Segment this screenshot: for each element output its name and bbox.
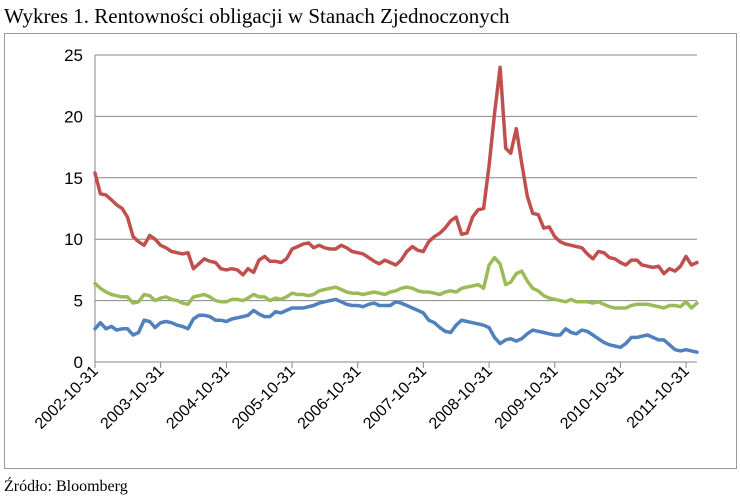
x-tick-label: 2005-10-31	[229, 363, 299, 433]
x-tick-label: 2002-10-31	[32, 363, 102, 433]
x-tick-label: 2009-10-31	[492, 363, 562, 433]
line-chart: 0 5 10 15 20 25 2002-10-312003-10-312004-10-3…	[32, 46, 699, 433]
y-tick-label: 20	[64, 107, 83, 126]
chart-title: Wykres 1. Rentowności obligacji w Stanac…	[4, 4, 510, 28]
y-tick-label: 25	[64, 46, 83, 65]
x-tick-label: 2003-10-31	[98, 363, 168, 433]
x-tick-labels: 2002-10-312003-10-312004-10-312005-10-31…	[32, 363, 693, 433]
x-tick-label: 2007-10-31	[360, 363, 430, 433]
source-note: Źródło: Bloomberg	[4, 478, 128, 495]
x-tick-label: 2004-10-31	[163, 363, 233, 433]
series-lines	[93, 65, 699, 354]
y-tick-label: 0	[74, 353, 83, 372]
y-tick-label: 10	[64, 230, 83, 249]
y-tick-labels: 0 5 10 15 20 25	[64, 46, 83, 372]
x-tick-label: 2011-10-31	[624, 363, 693, 432]
series-line-3	[93, 297, 699, 354]
y-tick-label: 5	[74, 292, 83, 311]
chart-frame	[4, 33, 737, 469]
series-line-1	[93, 65, 699, 277]
x-tick-label: 2006-10-31	[295, 363, 365, 433]
axes	[94, 55, 697, 368]
y-tick-label: 15	[64, 169, 83, 188]
x-tick-label: 2010-10-31	[557, 363, 627, 433]
series-line-2	[93, 255, 699, 310]
x-tick-label: 2008-10-31	[426, 363, 496, 433]
